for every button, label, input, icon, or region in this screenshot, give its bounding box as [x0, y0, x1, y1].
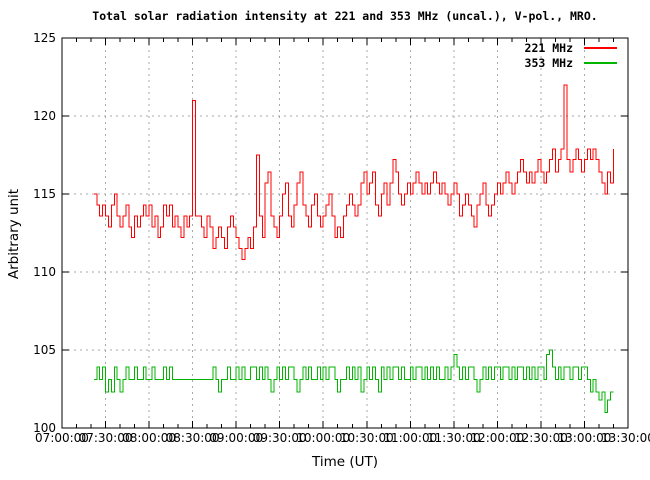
y-tick-label: 110 — [33, 265, 56, 279]
x-tick-label: 07:30:00 — [78, 431, 133, 445]
legend-label: 221 MHz — [524, 40, 573, 55]
x-tick-label: 07:00:00 — [35, 431, 89, 445]
x-tick-label: 08:00:00 — [122, 431, 177, 445]
legend-line-sample — [584, 61, 617, 64]
x-tick-label: 10:30:00 — [339, 431, 394, 445]
y-tick-label: 120 — [33, 109, 56, 123]
y-tick-label: 125 — [33, 31, 56, 45]
plot-border — [61, 37, 629, 429]
y-axis-title: Arbitrary unit — [6, 188, 22, 280]
x-tick-label: 11:00:00 — [383, 431, 438, 445]
legend: 221 MHz 353 MHz — [525, 40, 617, 70]
legend-line-sample — [584, 46, 617, 49]
x-tick-label: 13:00:00 — [557, 431, 612, 445]
legend-item: 221 MHz — [525, 40, 617, 55]
x-tick-label: 10:00:00 — [296, 431, 351, 445]
chart-title: Total solar radiation intensity at 221 a… — [92, 9, 598, 23]
x-tick-label: 12:00:00 — [470, 431, 525, 445]
x-tick-label: 08:30:00 — [165, 431, 220, 445]
series-line-353-mhz — [93, 349, 614, 413]
x-tick-label: 11:30:00 — [426, 431, 481, 445]
x-tick-label: 12:30:00 — [513, 431, 568, 445]
series-line-221-mhz — [93, 84, 614, 261]
legend-label: 353 MHz — [524, 55, 573, 70]
x-tick-label: 13:30:00 — [601, 431, 650, 445]
y-tick-label: 100 — [33, 421, 56, 435]
y-tick-label: 115 — [33, 187, 56, 201]
x-tick-label: 09:00:00 — [209, 431, 264, 445]
legend-item: 353 MHz — [525, 55, 617, 70]
y-tick-label: 105 — [33, 343, 56, 357]
x-tick-label: 09:30:00 — [252, 431, 307, 445]
x-axis-title: Time (UT) — [312, 454, 378, 470]
